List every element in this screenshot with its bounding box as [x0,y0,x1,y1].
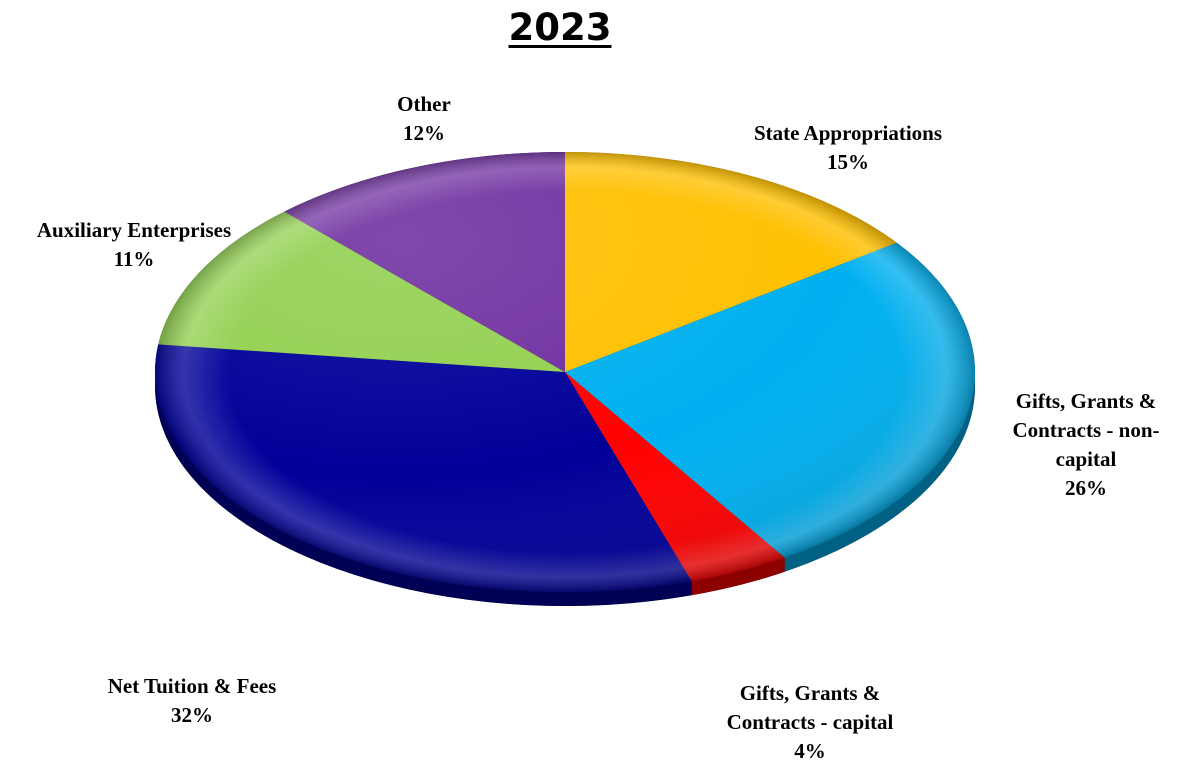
slice-label-line: 11% [114,247,155,271]
slice-label: Other 12% [397,92,451,145]
pie-slice-side [691,557,785,596]
slice-label: Gifts, Grants & Contracts - capital 4% [727,681,894,763]
slice-label: Auxiliary Enterprises 11% [37,218,231,271]
slice-label-line: Contracts - non- [1013,418,1160,442]
chart-title: 2023 [508,6,612,49]
slice-label-line: 4% [794,739,826,763]
slice-label-line: 12% [403,121,445,145]
slice-label-line: Auxiliary Enterprises [37,218,231,242]
slice-label-line: Net Tuition & Fees [108,674,277,698]
slice-label: State Appropriations 15% [754,121,942,174]
slice-label-line: Contracts - capital [727,710,894,734]
slice-label: Gifts, Grants & Contracts - non-capital 26… [1013,389,1160,500]
slice-label-line: capital [1056,447,1117,471]
pie-shading [155,152,975,592]
slice-label-line: 15% [827,150,869,174]
slice-label-line: State Appropriations [754,121,942,145]
slice-label-line: Other [397,92,451,116]
pie-slice-side [155,344,692,606]
slice-label-line: 32% [171,703,213,727]
slice-label: Net Tuition & Fees 32% [108,674,277,727]
slice-label-line: Gifts, Grants & [740,681,881,705]
slice-label-line: Gifts, Grants & [1016,389,1157,413]
slice-label-line: 26% [1065,476,1107,500]
